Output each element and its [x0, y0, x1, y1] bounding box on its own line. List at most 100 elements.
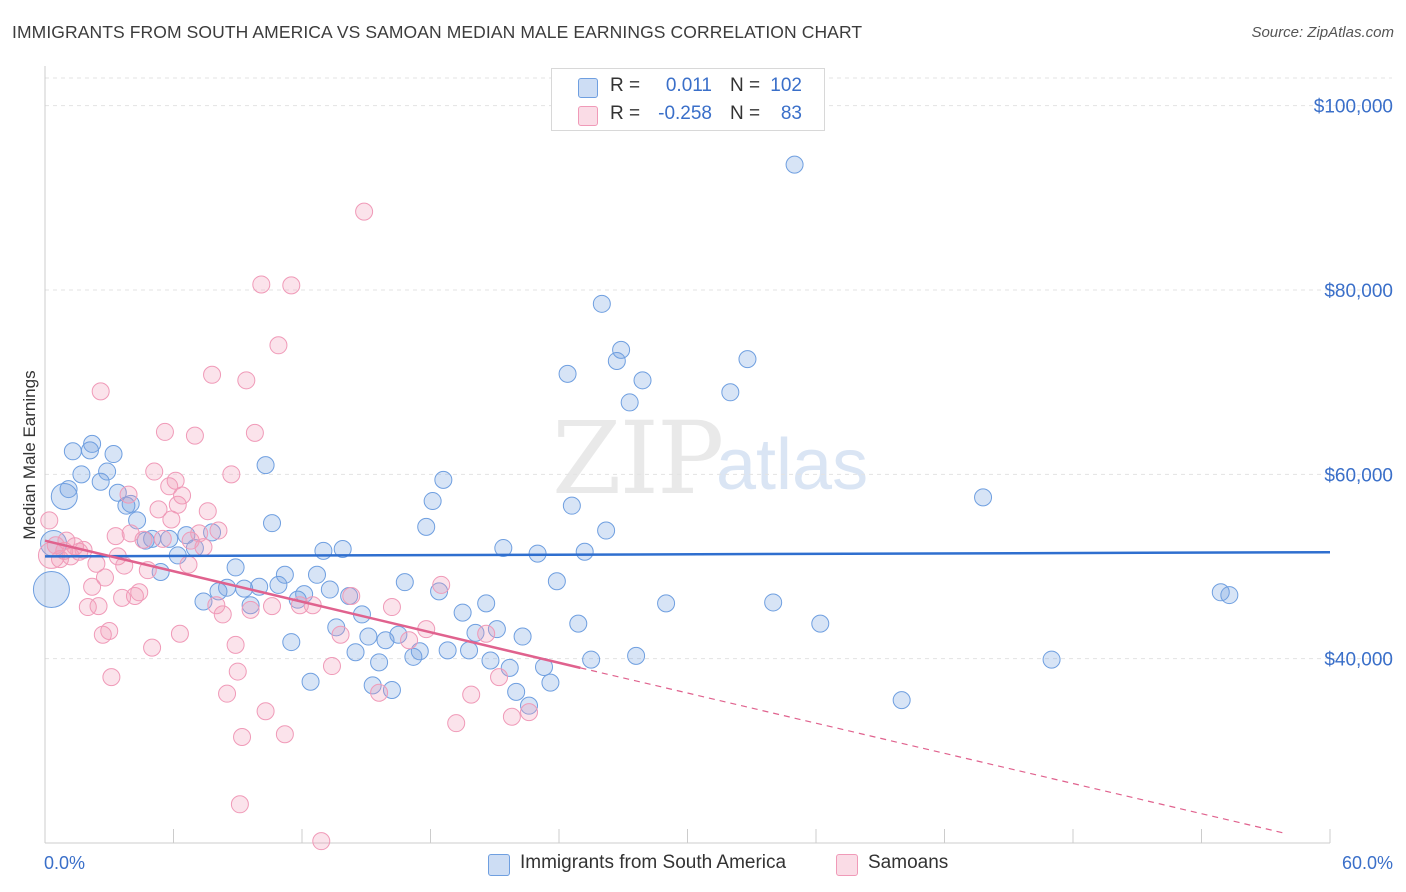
- data-point-samoans: [209, 521, 228, 540]
- y-axis-label: Median Male Earnings: [20, 370, 39, 539]
- data-point-south-america: [434, 470, 453, 489]
- data-point-samoans: [237, 371, 256, 390]
- data-point-south-america: [83, 434, 102, 453]
- trend-line-south-america: [44, 550, 1331, 558]
- data-point-south-america: [541, 673, 560, 692]
- y-tick-label: $40,000: [1324, 650, 1393, 671]
- data-point-samoans: [145, 462, 164, 481]
- data-point-samoans: [106, 527, 125, 546]
- data-point-samoans: [222, 465, 241, 484]
- data-point-south-america: [282, 633, 301, 652]
- data-point-south-america: [764, 593, 783, 612]
- data-point-samoans: [130, 583, 149, 602]
- watermark-zip: ZIP: [552, 400, 724, 517]
- data-point-samoans: [179, 555, 198, 574]
- data-point-south-america: [104, 445, 123, 464]
- data-point-south-america: [359, 627, 378, 646]
- data-point-south-america: [91, 472, 110, 491]
- data-point-south-america: [389, 625, 408, 644]
- data-point-samoans: [213, 605, 232, 624]
- data-point-south-america: [370, 653, 389, 672]
- data-point-south-america: [363, 676, 382, 695]
- data-point-samoans: [490, 668, 509, 687]
- data-point-south-america: [269, 575, 288, 594]
- data-point-south-america: [314, 541, 333, 560]
- data-point-south-america: [410, 642, 429, 661]
- bottom-legend-swatch-south-america: [488, 854, 510, 876]
- data-point-south-america: [160, 529, 179, 548]
- x-tick-label: 60.0%: [1342, 853, 1393, 873]
- data-point-samoans: [89, 597, 108, 616]
- legend-r-value: 0.011: [665, 75, 712, 96]
- data-point-samoans: [143, 638, 162, 657]
- data-point-south-america: [657, 594, 676, 613]
- data-point-samoans: [102, 668, 121, 687]
- data-point-south-america: [477, 594, 496, 613]
- data-point-south-america: [275, 565, 294, 584]
- data-point-south-america: [607, 351, 626, 370]
- legend-row-south-america: R = 0.011 N = 102: [552, 73, 824, 101]
- data-point-south-america: [974, 488, 993, 507]
- data-point-south-america: [620, 393, 639, 412]
- data-point-south-america: [80, 441, 99, 460]
- data-point-samoans: [331, 625, 350, 644]
- trend-line-samoans: [44, 539, 581, 670]
- legend-n-value: 83: [780, 103, 802, 124]
- data-point-samoans: [185, 426, 204, 445]
- x-tick-label: 0.0%: [44, 853, 85, 873]
- data-point-south-america: [785, 155, 804, 174]
- data-point-samoans: [382, 598, 401, 617]
- data-point-south-america: [32, 571, 70, 609]
- data-point-south-america: [811, 614, 830, 633]
- data-point-south-america: [460, 641, 479, 660]
- data-point-south-america: [1042, 650, 1061, 669]
- data-point-south-america: [301, 672, 320, 691]
- data-point-samoans: [218, 684, 237, 703]
- bottom-legend-swatch-samoans: [836, 854, 858, 876]
- data-point-samoans: [149, 500, 168, 519]
- data-point-samoans: [282, 276, 301, 295]
- legend-r-label: R =: [610, 75, 641, 96]
- data-point-samoans: [155, 422, 174, 441]
- data-point-samoans: [252, 275, 271, 294]
- data-point-samoans: [355, 202, 374, 221]
- data-point-samoans: [170, 624, 189, 643]
- data-point-samoans: [226, 635, 245, 654]
- data-point-south-america: [558, 364, 577, 383]
- data-point-south-america: [453, 603, 472, 622]
- data-point-south-america: [597, 521, 616, 540]
- data-point-samoans: [134, 530, 153, 549]
- data-point-samoans: [198, 502, 217, 521]
- bottom-legend-label: Samoans: [868, 852, 949, 873]
- data-point-south-america: [562, 496, 581, 515]
- data-point-samoans: [245, 423, 264, 442]
- data-point-south-america: [520, 696, 539, 715]
- data-point-samoans: [190, 524, 209, 543]
- data-point-south-america: [417, 517, 436, 536]
- data-point-south-america: [423, 492, 442, 511]
- data-point-south-america: [203, 523, 222, 542]
- data-point-samoans: [194, 538, 213, 557]
- source-label: Source: ZipAtlas.com: [1251, 24, 1394, 41]
- data-point-samoans: [263, 597, 282, 616]
- data-point-south-america: [256, 456, 275, 475]
- data-point-south-america: [627, 646, 646, 665]
- data-point-south-america: [438, 641, 457, 660]
- data-point-south-america: [633, 371, 652, 390]
- data-point-samoans: [256, 702, 275, 721]
- data-point-samoans: [203, 365, 222, 384]
- data-point-samoans: [462, 685, 481, 704]
- data-point-samoans: [370, 683, 389, 702]
- data-point-samoans: [91, 382, 110, 401]
- data-point-south-america: [592, 294, 611, 313]
- data-point-samoans: [312, 832, 331, 851]
- y-tick-label: $100,000: [1314, 97, 1393, 118]
- legend-n-value: 102: [770, 75, 802, 96]
- data-point-samoans: [173, 486, 192, 505]
- data-point-samoans: [275, 725, 294, 744]
- data-point-south-america: [226, 558, 245, 577]
- correlation-legend: R = 0.011 N = 102 R = -0.258 N = 83: [551, 68, 825, 131]
- y-tick-label: $60,000: [1324, 465, 1393, 486]
- data-point-samoans: [230, 795, 249, 814]
